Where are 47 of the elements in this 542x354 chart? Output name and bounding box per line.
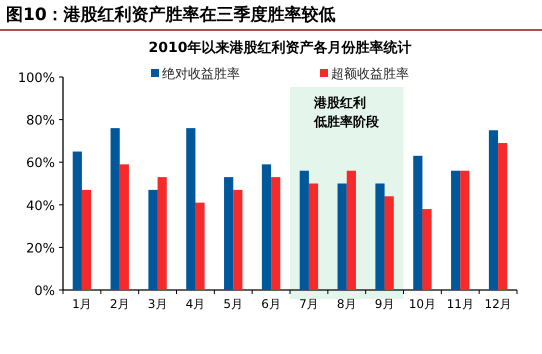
- bar: [498, 143, 508, 290]
- x-tick-label: 4月: [186, 297, 206, 311]
- x-tick-label: 11月: [446, 297, 474, 311]
- x-tick-label: 10月: [408, 297, 436, 311]
- y-tick-label: 0%: [34, 284, 55, 299]
- x-tick-label: 12月: [484, 297, 512, 311]
- bar: [308, 184, 318, 290]
- bar: [384, 196, 394, 290]
- bar: [346, 170, 356, 290]
- x-tick-label: 5月: [223, 297, 244, 311]
- bar: [224, 177, 234, 290]
- bar: [186, 128, 196, 290]
- x-tick-label: 2月: [110, 297, 130, 311]
- bar: [158, 177, 167, 290]
- chart-subtitle: 2010年以来港股红利资产各月份胜率统计: [148, 39, 412, 56]
- bar: [375, 184, 385, 290]
- x-tick-label: 8月: [336, 297, 357, 311]
- bar: [72, 152, 82, 290]
- bar: [460, 170, 470, 290]
- y-tick-label: 100%: [18, 71, 55, 86]
- bar: [413, 156, 422, 290]
- x-tick-label: 3月: [148, 297, 168, 311]
- bar: [120, 164, 129, 290]
- y-tick-label: 40%: [26, 198, 55, 214]
- chart-title: 图10：港股红利资产胜率在三季度胜率较低: [6, 5, 336, 25]
- bar: [110, 128, 120, 290]
- y-tick-label: 20%: [26, 241, 55, 256]
- bar: [338, 184, 347, 290]
- legend-label: 绝对收益胜率: [162, 66, 240, 82]
- x-tick-label: 7月: [299, 297, 319, 311]
- bar: [82, 190, 92, 290]
- legend-label: 超额收益胜率: [331, 66, 409, 82]
- bar: [271, 177, 280, 290]
- x-tick-label: 1月: [72, 297, 92, 311]
- y-tick-label: 60%: [26, 156, 55, 172]
- x-tick-label: 6月: [261, 297, 281, 311]
- bar: [148, 190, 158, 290]
- band-label: 港股红利低胜率阶段: [313, 95, 380, 130]
- bar: [233, 190, 242, 290]
- x-tick-label: 9月: [374, 297, 394, 311]
- bar: [451, 170, 460, 290]
- bar: [488, 130, 498, 290]
- bar: [422, 209, 432, 290]
- bar: [195, 202, 205, 290]
- bar: [300, 170, 309, 290]
- y-tick-label: 80%: [26, 114, 55, 129]
- bar: [262, 164, 272, 290]
